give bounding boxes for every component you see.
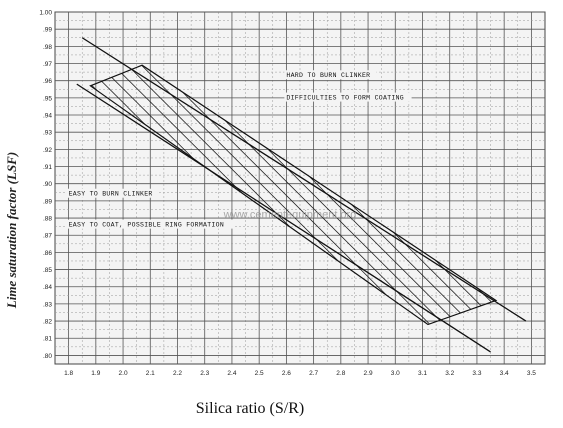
hatch-line <box>552 0 563 428</box>
x-tick-label-13: 3.1 <box>418 370 427 377</box>
y-tick-label-7: .93 <box>43 130 52 137</box>
x-tick-label-0: 1.8 <box>64 370 73 377</box>
y-axis-label: Lime saturation factor (LSF) <box>4 151 19 309</box>
x-tick-label-17: 3.5 <box>527 370 536 377</box>
annotations: HARD TO BURN CLINKER DIFFICULTIES TO FORM… <box>66 70 412 229</box>
x-tick-label-1: 1.9 <box>91 370 100 377</box>
y-tick-label-9: .91 <box>43 164 52 171</box>
y-tick-label-0: 1.00 <box>39 10 52 17</box>
watermark: www.cementequipment.org <box>223 209 357 221</box>
y-tick-label-5: .95 <box>43 95 52 102</box>
boundary-line-1 <box>81 37 527 322</box>
annotation-3: EASY TO COAT, POSSIBLE RING FORMATION <box>69 222 224 229</box>
annotation-2: EASY TO BURN CLINKER <box>69 191 153 198</box>
y-tick-label-2: .98 <box>43 44 52 51</box>
annotation-bg-2 <box>66 188 159 198</box>
y-tick-label-14: .86 <box>43 250 52 257</box>
x-tick-label-10: 2.8 <box>336 370 345 377</box>
x-tick-label-11: 2.9 <box>364 370 373 377</box>
y-tick-label-3: .97 <box>43 61 52 68</box>
y-tick-label-8: .92 <box>43 147 52 154</box>
annotation-bg-3 <box>66 219 234 229</box>
x-tick-label-16: 3.4 <box>500 370 509 377</box>
x-tick-label-14: 3.2 <box>445 370 454 377</box>
x-tick-label-12: 3.0 <box>391 370 400 377</box>
x-tick-label-15: 3.3 <box>472 370 481 377</box>
annotation-1: DIFFICULTIES TO FORM COATING <box>286 95 404 102</box>
y-tick-label-16: .84 <box>43 284 52 291</box>
y-tick-label-1: .99 <box>43 27 52 34</box>
x-tick-label-2: 2.0 <box>119 370 128 377</box>
hatched-region <box>89 64 498 326</box>
x-tick-label-8: 2.6 <box>282 370 291 377</box>
annotation-bg-0 <box>284 70 377 80</box>
x-axis-label: Silica ratio (S/R) <box>195 400 305 417</box>
x-tick-label-3: 2.1 <box>146 370 155 377</box>
x-tick-label-7: 2.5 <box>255 370 264 377</box>
annotation-bg-1 <box>284 92 412 102</box>
y-tick-label-19: .81 <box>43 336 52 343</box>
tick-labels: 1.8 1.9 2.0 2.1 2.2 2.3 2.4 2.5 2.6 2.7 2.8 2.9 3.0 3… <box>39 10 536 378</box>
y-tick-label-10: .90 <box>43 181 52 188</box>
y-tick-label-17: .83 <box>43 301 52 308</box>
annotation-0: HARD TO BURN CLINKER <box>286 72 370 79</box>
y-tick-label-20: .80 <box>43 353 52 360</box>
y-tick-label-18: .82 <box>43 319 52 326</box>
x-tick-label-4: 2.2 <box>173 370 182 377</box>
hatch-line <box>90 65 496 325</box>
y-tick-label-11: .89 <box>43 198 52 205</box>
x-tick-label-5: 2.3 <box>200 370 209 377</box>
x-tick-label-9: 2.7 <box>309 370 318 377</box>
y-tick-label-6: .94 <box>43 113 52 120</box>
x-tick-label-6: 2.4 <box>227 370 236 377</box>
y-tick-label-13: .87 <box>43 233 52 240</box>
boundary-line-2 <box>76 83 491 353</box>
y-tick-label-4: .96 <box>43 78 52 85</box>
boundary-lines <box>76 37 527 353</box>
y-tick-label-12: .88 <box>43 216 52 223</box>
y-tick-label-15: .85 <box>43 267 52 274</box>
